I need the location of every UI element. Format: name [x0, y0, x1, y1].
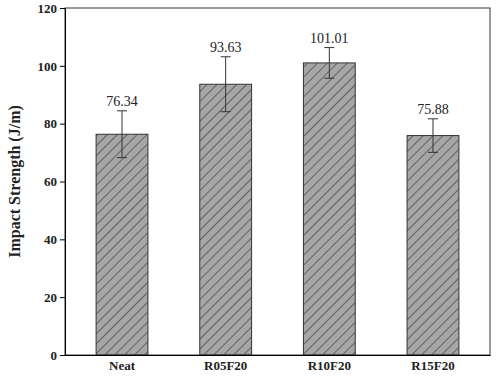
x-tick: Neat [109, 355, 136, 373]
x-tick-label: R15F20 [411, 358, 454, 373]
y-tick-label: 100 [38, 58, 58, 73]
plot-frame [65, 8, 490, 355]
y-tick-mark [60, 124, 65, 125]
y-tick: 100 [38, 58, 66, 73]
y-tick: 80 [44, 116, 65, 131]
plot: 76.34 93.63 101.01 75.88 0 20 40 60 80 100 120 Neat… [38, 1, 491, 374]
x-axis: Neat R05F20 R10F20 R15F20 [66, 355, 491, 373]
y-tick-mark [60, 239, 65, 240]
y-tick-label: 0 [51, 348, 58, 363]
x-tick: R05F20 [204, 355, 247, 373]
x-tick-label: R05F20 [204, 358, 247, 373]
y-tick-label: 20 [44, 290, 57, 305]
data-label: 75.88 [417, 102, 449, 117]
y-tick: 0 [51, 348, 66, 363]
bar [303, 63, 355, 355]
chart: 76.34 93.63 101.01 75.88 0 20 40 60 80 100 120 Neat… [0, 0, 500, 380]
bar [96, 134, 148, 355]
bar [200, 84, 252, 355]
error-bar [117, 111, 127, 158]
data-label: 76.34 [106, 94, 138, 109]
error-bar [324, 48, 334, 79]
y-tick-label: 80 [44, 116, 57, 131]
y-axis-title: Impact Strength (J/m) [6, 105, 24, 258]
y-tick-mark [60, 182, 65, 183]
y-tick: 40 [44, 232, 65, 247]
y-tick-mark [60, 355, 65, 356]
x-tick: R10F20 [308, 355, 351, 373]
x-axis-line [66, 355, 491, 356]
error-bar [221, 57, 231, 112]
y-tick-label: 120 [38, 1, 58, 16]
y-axis: 0 20 40 60 80 100 120 [38, 1, 66, 363]
y-tick-mark [60, 297, 65, 298]
y-tick: 60 [44, 174, 65, 189]
y-tick: 20 [44, 290, 65, 305]
marks [96, 48, 459, 355]
data-label: 93.63 [210, 40, 242, 55]
x-tick: R15F20 [411, 355, 454, 373]
error-bar [428, 119, 438, 153]
bar [407, 136, 459, 355]
y-axis-line [60, 9, 66, 356]
y-tick: 120 [38, 1, 66, 16]
data-label: 101.01 [310, 31, 349, 46]
x-tick-label: Neat [109, 358, 136, 373]
x-tick-label: R10F20 [308, 358, 351, 373]
y-tick-label: 40 [44, 232, 57, 247]
y-tick-label: 60 [44, 174, 57, 189]
y-tick-mark [60, 8, 65, 9]
y-tick-mark [60, 66, 65, 67]
